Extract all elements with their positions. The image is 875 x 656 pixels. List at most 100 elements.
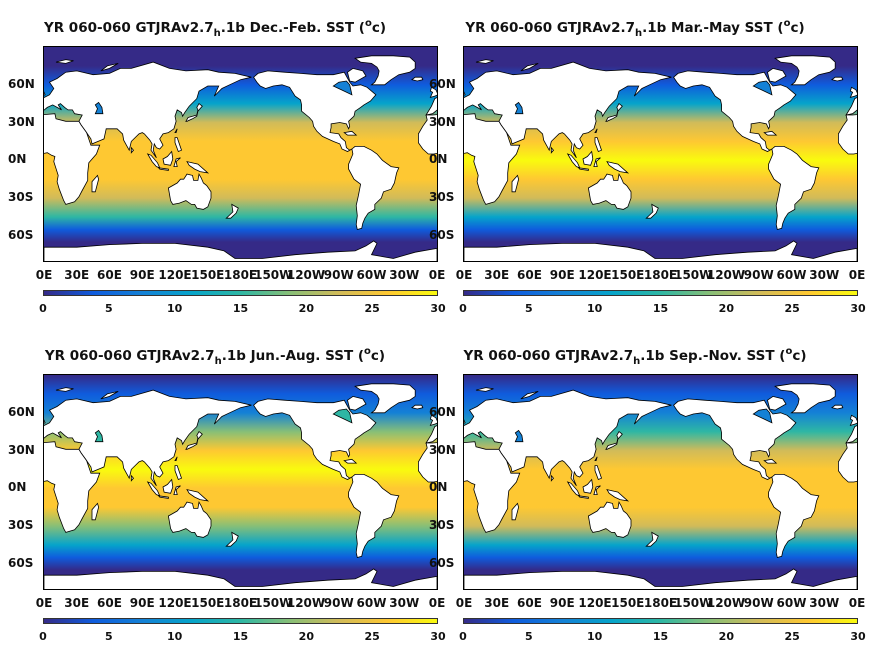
lon-tick-label: 150E <box>611 596 645 610</box>
lon-tick-label: 120W <box>286 596 326 610</box>
eurasia-landmass <box>44 389 252 487</box>
philippines-landmass <box>594 465 603 481</box>
newguinea-landmass <box>606 489 630 502</box>
novaya-landmass <box>100 391 119 400</box>
lon-tick-label: 60W <box>356 268 387 282</box>
lat-tick-label: 60N <box>429 404 456 419</box>
srilanka-landmass <box>550 146 555 154</box>
antarctica-landmass <box>464 240 857 261</box>
uk-wrap-landmass <box>849 414 857 427</box>
java-landmass <box>157 495 169 499</box>
samerica-landmass <box>348 146 400 230</box>
colorbar-tick-label: 30 <box>850 630 866 643</box>
caspian-landmass <box>94 429 104 443</box>
lon-tick-label: 150E <box>191 596 225 610</box>
lon-tick-label: 60E <box>517 268 542 282</box>
antarctica-landmass <box>44 568 437 589</box>
sst-panel-djf: YR 060-060 GTJRAv2.7h.1b Dec.-Feb. SST (… <box>0 0 446 328</box>
panel-title: YR 060-060 GTJRAv2.7h.1b Dec.-Feb. SST (… <box>43 18 387 39</box>
eurasia-landmass <box>44 61 252 159</box>
australia-landmass <box>167 172 212 210</box>
colorbar-tick-label: 20 <box>718 302 734 315</box>
lon-tick-label: 150W <box>674 596 713 610</box>
colorbar-tick-label: 25 <box>784 302 800 315</box>
philippines-landmass <box>174 465 183 481</box>
hudson-landmass <box>332 80 353 96</box>
cuba-landmass <box>343 458 358 464</box>
greenland-landmass <box>354 383 416 414</box>
hudson-landmass <box>752 408 773 424</box>
lon-tick-label: 90W <box>323 596 354 610</box>
lat-tick-label: 0N <box>429 480 448 495</box>
colorbar-tick-label: 0 <box>39 302 47 315</box>
sulawesi-landmass <box>593 485 601 495</box>
novaya-landmass <box>100 63 119 72</box>
panel-title: YR 060-060 GTJRAv2.7h.1b Mar.-May SST (o… <box>465 18 805 39</box>
samerica-landmass <box>348 474 400 558</box>
colorbar <box>43 618 438 624</box>
iceland-landmass <box>830 76 844 82</box>
lon-tick-label: 0E <box>428 596 446 610</box>
lon-tick-label: 30E <box>64 268 90 282</box>
lon-tick-label: 60W <box>776 596 807 610</box>
uk-landmass <box>464 91 466 96</box>
map-frame <box>463 46 858 262</box>
colorbar <box>43 290 438 296</box>
lat-tick-label: 30N <box>429 114 456 129</box>
cuba-landmass <box>763 458 778 464</box>
lon-tick-label: 150W <box>674 268 713 282</box>
iceland-landmass <box>410 404 424 410</box>
lon-tick-label: 60W <box>776 268 807 282</box>
australia-landmass <box>587 500 632 538</box>
lon-tick-label: 90E <box>549 268 575 282</box>
colorbar-tick-label: 5 <box>525 630 533 643</box>
lon-tick-label: 90E <box>549 596 575 610</box>
baffin-landmass <box>767 395 787 411</box>
nz-landmass <box>225 531 239 547</box>
colorbar-tick-label: 15 <box>652 302 669 315</box>
samerica-landmass <box>768 474 820 558</box>
uk-wrap-landmass <box>849 86 857 99</box>
uk-landmass <box>464 419 466 424</box>
sulawesi-landmass <box>173 157 181 167</box>
greenland-landmass <box>774 55 836 86</box>
panel-title: YR 060-060 GTJRAv2.7h.1b Jun.-Aug. SST (… <box>44 346 386 367</box>
lon-tick-label: 90W <box>323 268 354 282</box>
borneo-landmass <box>162 150 174 166</box>
colorbar-tick-label: 25 <box>364 302 380 315</box>
lat-tick-label: 30S <box>429 518 455 533</box>
philippines-landmass <box>174 137 183 153</box>
newguinea-landmass <box>606 161 630 174</box>
australia-landmass <box>587 172 632 210</box>
colorbar <box>463 290 858 296</box>
sst-map <box>44 375 437 589</box>
greenland-landmass <box>774 383 836 414</box>
japan-landmass <box>605 431 623 450</box>
novaya-landmass <box>520 63 539 72</box>
nz-landmass <box>225 203 239 219</box>
colorbar-tick-label: 5 <box>105 630 113 643</box>
lon-tick-label: 0E <box>35 596 53 610</box>
cuba-landmass <box>343 130 358 136</box>
lon-tick-label: 120W <box>706 596 746 610</box>
lat-tick-label: 30N <box>8 442 35 457</box>
africa-wrap-landmass <box>837 442 857 483</box>
uk-wrap-landmass <box>429 414 437 427</box>
cuba-landmass <box>763 130 778 136</box>
newguinea-landmass <box>186 161 210 174</box>
srilanka-landmass <box>130 474 135 482</box>
lon-tick-label: 60E <box>97 596 122 610</box>
africa-landmass <box>44 441 101 533</box>
madagascar-landmass <box>91 174 100 193</box>
lat-tick-label: 0N <box>429 152 448 167</box>
colorbar-tick-label: 15 <box>232 302 249 315</box>
lon-tick-label: 0E <box>848 596 866 610</box>
svalbard-landmass <box>55 59 74 64</box>
taiwan-landmass <box>594 456 598 461</box>
lon-tick-label: 30E <box>484 268 510 282</box>
lon-tick-label: 150E <box>611 268 645 282</box>
hudson-landmass <box>332 408 353 424</box>
colorbar-tick-label: 0 <box>39 630 47 643</box>
lon-tick-label: 0E <box>455 268 473 282</box>
svalbard-landmass <box>475 59 494 64</box>
